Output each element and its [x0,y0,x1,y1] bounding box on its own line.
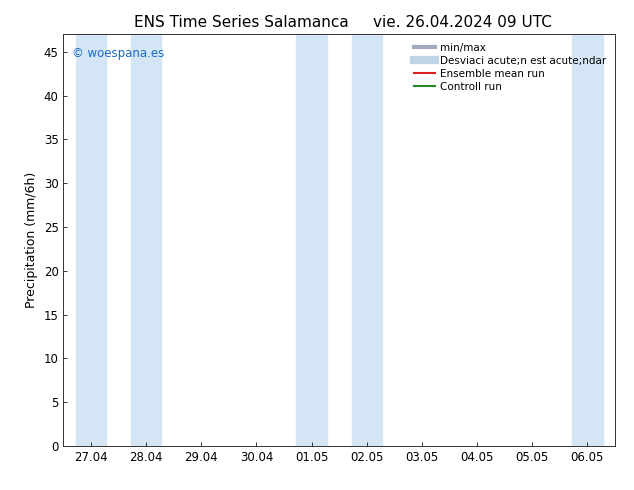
Text: © woespana.es: © woespana.es [72,47,164,60]
Bar [297,34,327,446]
Bar [131,34,161,446]
Bar [352,34,382,446]
Bar [76,34,106,446]
Text: ENS Time Series Salamanca: ENS Time Series Salamanca [134,15,348,30]
Text: vie. 26.04.2024 09 UTC: vie. 26.04.2024 09 UTC [373,15,552,30]
Bar [573,34,602,446]
Legend: min/max, Desviaci acute;n est acute;ndar, Ensemble mean run, Controll run: min/max, Desviaci acute;n est acute;ndar… [411,40,610,95]
Y-axis label: Precipitation (mm/6h): Precipitation (mm/6h) [25,172,38,308]
